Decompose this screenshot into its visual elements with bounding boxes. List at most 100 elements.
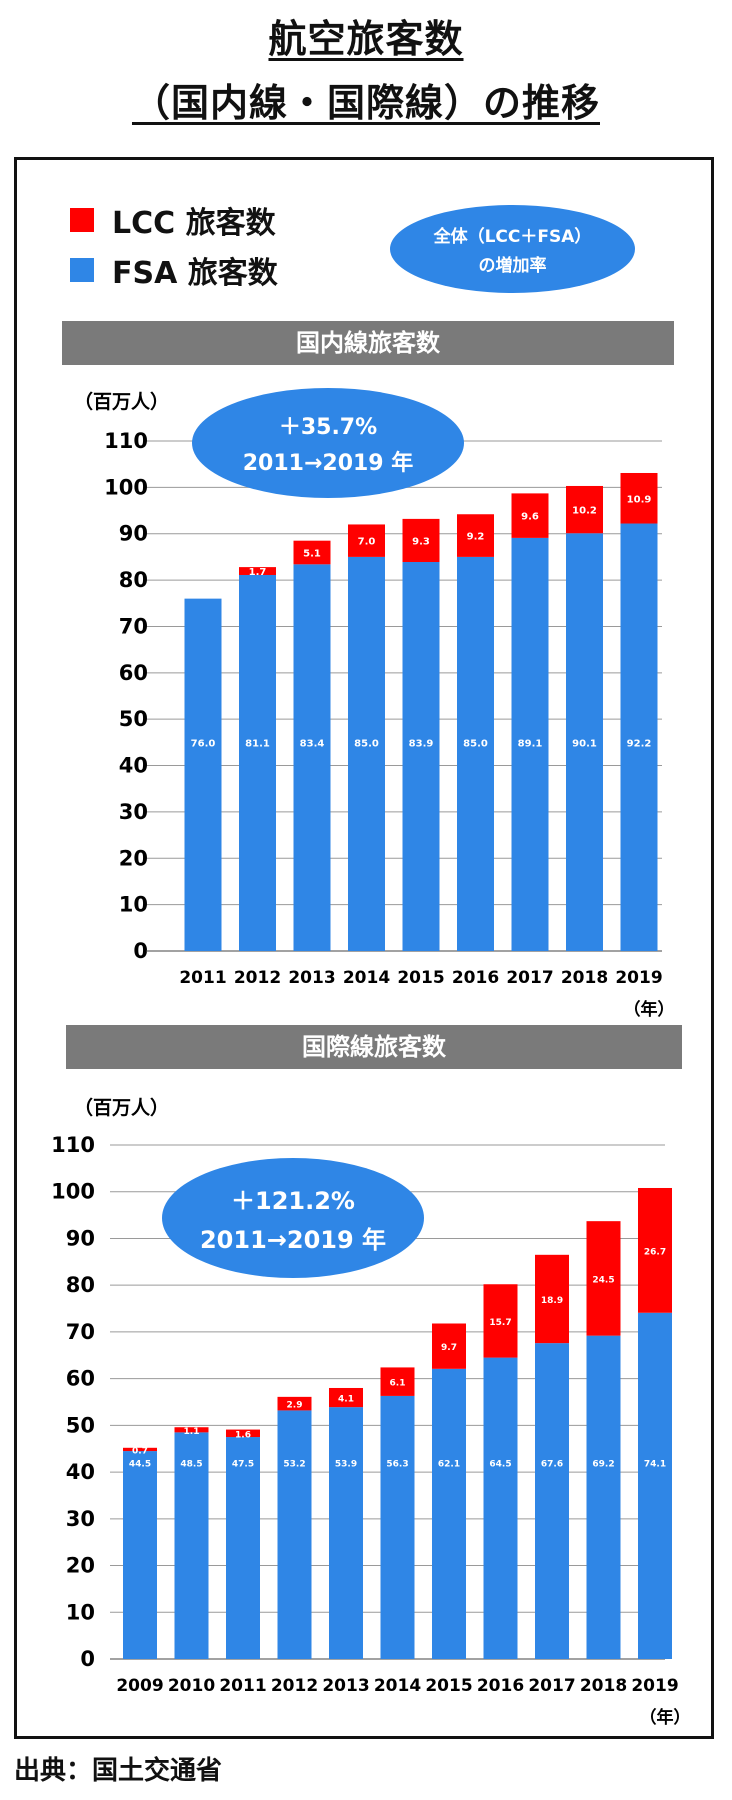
lcc-bar bbox=[380, 1367, 415, 1396]
fsa-bar bbox=[402, 562, 440, 951]
y-tick-label: 10 bbox=[66, 1600, 95, 1624]
y-tick-label: 20 bbox=[66, 1554, 95, 1578]
fsa-value-label: 76.0 bbox=[191, 738, 216, 749]
fsa-value-label: 85.0 bbox=[354, 738, 379, 749]
fsa-bar bbox=[174, 1432, 209, 1659]
y-tick-label: 60 bbox=[119, 661, 148, 685]
domestic-growth-value: ＋35.7% bbox=[278, 415, 378, 440]
x-tick-label: 2017 bbox=[506, 968, 553, 988]
fsa-value-label: 69.2 bbox=[592, 1460, 614, 1470]
legend-swatch-lcc bbox=[70, 208, 94, 232]
legend-label-lcc: LCC 旅客数 bbox=[112, 206, 276, 241]
y-tick-label: 90 bbox=[66, 1226, 95, 1250]
y-tick-label: 80 bbox=[66, 1273, 95, 1297]
fsa-bar bbox=[226, 1437, 260, 1659]
fsa-value-label: 44.5 bbox=[129, 1460, 151, 1470]
fsa-value-label: 81.1 bbox=[245, 738, 270, 749]
international-section-title: 国際線旅客数 bbox=[66, 1025, 682, 1069]
x-unit-label: （年） bbox=[624, 999, 675, 1020]
x-tick-label: 2013 bbox=[322, 1676, 369, 1696]
domestic-growth-bubble: ＋35.7% 2011→2019 年 bbox=[192, 388, 464, 498]
x-tick-label: 2019 bbox=[615, 968, 662, 988]
fsa-value-label: 85.0 bbox=[463, 738, 488, 749]
y-tick-label: 0 bbox=[133, 939, 148, 963]
lcc-bar bbox=[511, 493, 549, 538]
lcc-value-label: 9.2 bbox=[467, 532, 485, 543]
fsa-bar bbox=[586, 1335, 621, 1659]
y-tick-label: 20 bbox=[119, 846, 148, 870]
fsa-bar bbox=[277, 1410, 312, 1659]
growth-rate-legend-line1: 全体（LCC＋FSA） bbox=[433, 227, 592, 247]
legend-item-lcc: LCC 旅客数 bbox=[70, 198, 276, 242]
lcc-bar bbox=[620, 472, 658, 524]
fsa-value-label: 53.2 bbox=[283, 1460, 305, 1470]
x-tick-label: 2018 bbox=[561, 968, 608, 988]
growth-rate-legend-line2: の増加率 bbox=[478, 256, 547, 276]
page-subtitle: （国内線・国際線）の推移 bbox=[131, 81, 600, 125]
lcc-bar bbox=[402, 518, 440, 563]
fsa-value-label: 47.5 bbox=[232, 1460, 254, 1470]
fsa-value-label: 89.1 bbox=[518, 738, 543, 749]
fsa-value-label: 67.6 bbox=[541, 1460, 563, 1470]
lcc-value-label: 15.7 bbox=[489, 1318, 511, 1328]
legend-swatch-fsa bbox=[70, 258, 94, 282]
lcc-bar bbox=[348, 524, 385, 557]
y-tick-label: 40 bbox=[66, 1460, 95, 1484]
lcc-bar bbox=[174, 1427, 209, 1433]
x-tick-label: 2011 bbox=[219, 1676, 266, 1696]
fsa-bar bbox=[329, 1407, 363, 1659]
fsa-value-label: 74.1 bbox=[644, 1460, 666, 1470]
x-tick-label: 2016 bbox=[477, 1676, 524, 1696]
domestic-section-title: 国内線旅客数 bbox=[62, 321, 674, 365]
lcc-value-label: 10.9 bbox=[627, 494, 652, 505]
x-tick-label: 2011 bbox=[179, 968, 226, 988]
x-tick-label: 2015 bbox=[425, 1676, 472, 1696]
fsa-bar bbox=[293, 564, 331, 951]
x-tick-label: 2019 bbox=[631, 1676, 678, 1696]
lcc-bar bbox=[483, 1284, 518, 1358]
y-tick-label: 70 bbox=[66, 1320, 95, 1344]
lcc-bar bbox=[123, 1447, 157, 1452]
x-tick-label: 2014 bbox=[343, 968, 390, 988]
y-unit-label: （百万人） bbox=[74, 1096, 169, 1119]
fsa-value-label: 56.3 bbox=[386, 1460, 408, 1470]
fsa-value-label: 83.4 bbox=[300, 738, 325, 749]
chart-frame bbox=[14, 157, 714, 1739]
x-tick-label: 2010 bbox=[168, 1676, 215, 1696]
x-tick-label: 2015 bbox=[397, 968, 444, 988]
lcc-bar bbox=[432, 1323, 466, 1369]
fsa-bar bbox=[239, 574, 276, 951]
x-unit-label: （年） bbox=[640, 1707, 691, 1728]
x-tick-label: 2018 bbox=[580, 1676, 627, 1696]
fsa-bar bbox=[483, 1357, 518, 1659]
legend-label-fsa: FSA 旅客数 bbox=[112, 256, 278, 291]
lcc-value-label: 18.9 bbox=[541, 1296, 563, 1306]
lcc-bar bbox=[535, 1254, 569, 1344]
lcc-bar bbox=[586, 1221, 621, 1336]
y-tick-label: 40 bbox=[119, 754, 148, 778]
domestic-growth-period: 2011→2019 年 bbox=[242, 451, 414, 476]
international-growth-period: 2011→2019 年 bbox=[199, 1226, 387, 1254]
fsa-bar bbox=[566, 533, 603, 951]
lcc-value-label: 1.1 bbox=[184, 1427, 200, 1437]
fsa-value-label: 48.5 bbox=[180, 1460, 202, 1470]
lcc-value-label: 6.1 bbox=[390, 1379, 406, 1389]
y-tick-label: 100 bbox=[104, 475, 148, 499]
fsa-bar bbox=[638, 1312, 672, 1659]
x-tick-label: 2012 bbox=[271, 1676, 318, 1696]
lcc-value-label: 5.1 bbox=[303, 549, 321, 560]
fsa-bar bbox=[620, 523, 658, 951]
lcc-value-label: 9.7 bbox=[441, 1343, 457, 1353]
international-growth-value: ＋121.2% bbox=[231, 1187, 355, 1215]
growth-rate-legend-bubble: 全体（LCC＋FSA） の増加率 bbox=[390, 205, 635, 293]
lcc-bar bbox=[226, 1429, 260, 1438]
y-tick-label: 80 bbox=[119, 568, 148, 592]
y-tick-label: 110 bbox=[51, 1133, 95, 1157]
page-title: 航空旅客数 bbox=[268, 17, 464, 61]
y-tick-label: 30 bbox=[66, 1507, 95, 1531]
fsa-bar bbox=[184, 598, 222, 951]
fsa-value-label: 83.9 bbox=[409, 738, 434, 749]
y-tick-label: 100 bbox=[51, 1180, 95, 1204]
fsa-value-label: 62.1 bbox=[438, 1460, 460, 1470]
